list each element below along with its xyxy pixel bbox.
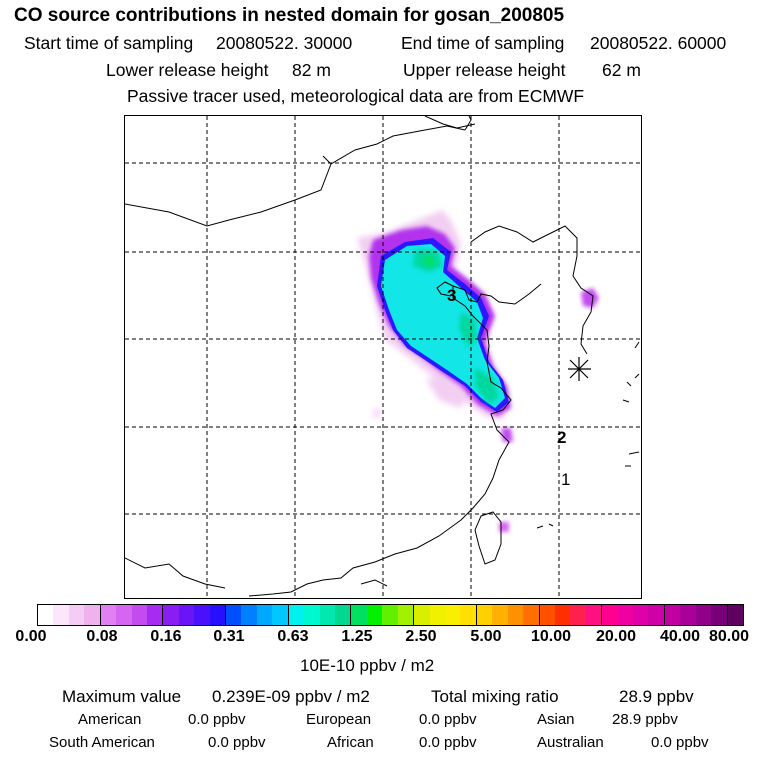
region-name-european: European xyxy=(306,711,372,728)
colorbar-units: 10E-10 ppbv / m2 xyxy=(300,656,435,675)
colorbar-swatch xyxy=(319,605,336,625)
colorbar-tick-label: 0.16 xyxy=(150,628,182,645)
marker-1: 1 xyxy=(561,470,570,489)
upper-release-value: 62 m xyxy=(602,60,641,80)
region-name-african: African xyxy=(327,734,374,751)
colorbar-swatch xyxy=(648,605,664,625)
start-time-value: 20080522. 30000 xyxy=(216,33,353,53)
colorbar-tick-label: 40.00 xyxy=(659,628,701,645)
colorbar-tick-label: 0.31 xyxy=(213,628,245,645)
colorbar-swatch xyxy=(53,605,69,625)
colorbar-swatch xyxy=(538,605,555,625)
colorbar-swatch xyxy=(304,605,320,625)
colorbar-swatch xyxy=(492,605,508,625)
upper-release-label: Upper release height xyxy=(403,60,566,80)
colorbar-swatch xyxy=(68,605,85,625)
colorbar-swatch xyxy=(711,605,727,625)
colorbar-swatch xyxy=(99,605,117,625)
lat-lon-grid xyxy=(125,116,641,598)
colorbar-tick-label: 1.25 xyxy=(341,628,373,645)
region-value-african: 0.0 ppbv xyxy=(419,734,477,751)
colorbar-swatch xyxy=(272,605,288,625)
colorbar-swatch xyxy=(366,605,383,625)
coastlines xyxy=(125,116,640,597)
marker-2: 2 xyxy=(557,428,566,447)
colorbar-tick-label: 2.50 xyxy=(405,628,437,645)
colorbar-swatch xyxy=(116,605,132,625)
region-value-south-american: 0.0 ppbv xyxy=(208,734,266,751)
region-name-australian: Australian xyxy=(537,734,604,751)
colorbar-swatch xyxy=(523,605,539,625)
colorbar-swatch xyxy=(413,605,430,625)
colorbar-tick-label: 80.00 xyxy=(708,628,750,645)
plot-title: CO source contributions in nested domain… xyxy=(14,5,565,26)
colorbar-swatch xyxy=(84,605,100,625)
colorbar-tick-label: 10.00 xyxy=(530,628,572,645)
colorbar-swatch xyxy=(335,605,351,625)
colorbar-swatch xyxy=(225,605,242,625)
end-time-value: 20080522. 60000 xyxy=(590,33,727,53)
colorbar-swatch xyxy=(178,605,195,625)
region-value-american: 0.0 ppbv xyxy=(188,711,246,728)
color-bar xyxy=(37,604,744,626)
colorbar-swatch xyxy=(38,605,54,625)
colorbar-tick-label: 0.08 xyxy=(86,628,118,645)
lower-release-value: 82 m xyxy=(292,60,331,80)
colorbar-swatch xyxy=(350,605,367,625)
end-time-label: End time of sampling xyxy=(401,33,565,53)
colorbar-swatch xyxy=(617,605,634,625)
colorbar-swatch xyxy=(726,605,743,625)
region-name-american: American xyxy=(78,711,142,728)
total-mixing-value: 28.9 ppbv xyxy=(619,687,694,706)
map-panel: 3 2 1 xyxy=(124,115,642,599)
colorbar-swatch xyxy=(241,605,257,625)
colorbar-swatch xyxy=(507,605,524,625)
colorbar-swatch xyxy=(397,605,414,625)
region-value-australian: 0.0 ppbv xyxy=(651,734,709,751)
colorbar-swatch xyxy=(570,605,586,625)
region-name-asian: Asian xyxy=(537,711,575,728)
colorbar-tick-label: 5.00 xyxy=(470,628,502,645)
start-time-label: Start time of sampling xyxy=(24,33,194,53)
map-canvas: 3 2 1 xyxy=(125,116,641,598)
colorbar-swatch xyxy=(287,605,305,625)
tracer-note: Passive tracer used, meteorological data… xyxy=(127,86,585,106)
region-name-south-american: South American xyxy=(49,734,155,751)
region-value-european: 0.0 ppbv xyxy=(419,711,477,728)
total-mixing-label: Total mixing ratio xyxy=(431,687,559,706)
colorbar-swatch xyxy=(460,605,476,625)
colorbar-swatch xyxy=(146,605,163,625)
colorbar-swatch xyxy=(256,605,273,625)
colorbar-swatch xyxy=(680,605,696,625)
colorbar-swatch xyxy=(475,605,493,625)
plume-hotspots xyxy=(413,250,499,404)
colorbar-swatch xyxy=(585,605,602,625)
colorbar-tick-label: 0.00 xyxy=(15,628,47,645)
colorbar-swatch xyxy=(209,605,226,625)
colorbar-swatch xyxy=(162,605,179,625)
region-value-asian: 28.9 ppbv xyxy=(612,711,678,728)
colorbar-swatch xyxy=(695,605,712,625)
colorbar-swatch xyxy=(554,605,571,625)
colorbar-swatch xyxy=(429,605,445,625)
lower-release-label: Lower release height xyxy=(106,60,269,80)
max-value-label: Maximum value xyxy=(62,687,182,706)
asterisk-icon xyxy=(568,357,591,381)
colorbar-tick-label: 0.63 xyxy=(277,628,309,645)
colorbar-swatch xyxy=(194,605,210,625)
marker-3: 3 xyxy=(447,286,456,305)
colorbar-tick-label: 20.00 xyxy=(595,628,637,645)
colorbar-swatch xyxy=(633,605,649,625)
plume-cyan xyxy=(381,244,505,408)
colorbar-swatch xyxy=(601,605,618,625)
max-value: 0.239E-09 ppbv / m2 xyxy=(212,687,370,706)
colorbar-swatch xyxy=(663,605,681,625)
colorbar-swatch xyxy=(444,605,461,625)
colorbar-swatch xyxy=(382,605,398,625)
colorbar-swatch xyxy=(131,605,147,625)
